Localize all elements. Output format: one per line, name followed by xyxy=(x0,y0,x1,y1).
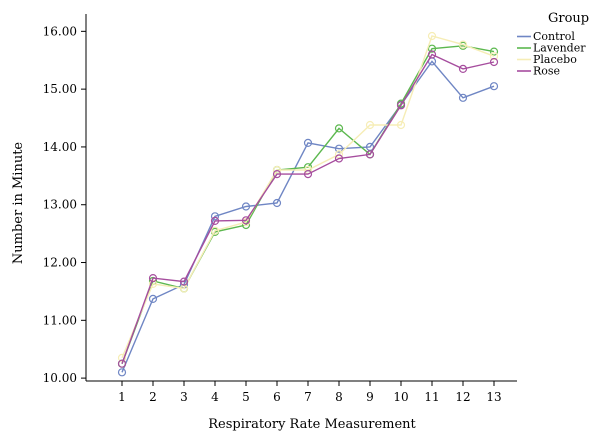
x-tick-label: 2 xyxy=(149,390,157,404)
y-tick-label: 14.00 xyxy=(43,140,77,154)
y-tick-label: 16.00 xyxy=(43,24,77,38)
data-point-lavender xyxy=(489,47,499,56)
data-point-control xyxy=(148,294,158,303)
data-point-placebo xyxy=(489,52,499,61)
legend-item-lavender: Lavender xyxy=(517,42,586,55)
legend-label-placebo: Placebo xyxy=(533,53,577,66)
data-point-control xyxy=(458,93,468,102)
data-point-placebo xyxy=(458,40,468,49)
y-tick-label: 15.00 xyxy=(43,82,77,96)
plot-area xyxy=(117,31,499,377)
y-tick-label: 13.00 xyxy=(43,198,77,212)
data-point-placebo xyxy=(117,353,127,362)
data-point-placebo xyxy=(365,120,375,130)
legend-label-control: Control xyxy=(533,30,575,43)
x-axis: 1 2 3 4 5 6 7 8 9 10 11 12 13 xyxy=(86,380,517,404)
x-tick-label: 11 xyxy=(424,390,439,404)
data-point-rose xyxy=(365,150,375,159)
x-tick-label: 12 xyxy=(455,390,470,404)
data-point-rose xyxy=(179,277,189,286)
x-tick-label: 10 xyxy=(393,390,408,404)
data-point-control xyxy=(334,144,344,153)
legend-title: Group xyxy=(548,11,589,26)
data-point-rose xyxy=(210,216,220,225)
x-tick-label: 8 xyxy=(335,390,343,404)
data-point-control xyxy=(210,212,220,221)
data-point-rose xyxy=(117,359,127,368)
series-placebo xyxy=(117,31,499,362)
x-tick-label: 6 xyxy=(273,390,281,404)
series-control xyxy=(117,57,499,377)
data-point-control xyxy=(303,138,313,147)
data-point-lavender xyxy=(334,124,344,133)
y-axis-title: Number in Minute xyxy=(11,142,26,265)
y-axis: 10.00 11.00 12.00 13.00 14.00 15.00 16.00 xyxy=(43,14,87,385)
legend-item-placebo: Placebo xyxy=(517,53,577,66)
series-line-rose xyxy=(121,53,495,364)
data-point-rose xyxy=(272,170,282,179)
x-tick-label: 1 xyxy=(118,390,126,404)
data-point-control xyxy=(241,202,251,211)
data-point-rose xyxy=(334,154,344,163)
data-point-placebo xyxy=(396,120,406,130)
x-tick-label: 7 xyxy=(304,390,312,404)
data-point-rose xyxy=(303,170,313,179)
x-tick-label: 3 xyxy=(180,390,188,404)
x-axis-title: Respiratory Rate Measurement xyxy=(208,417,416,431)
x-tick-label: 4 xyxy=(211,390,219,404)
legend-item-rose: Rose xyxy=(517,65,560,78)
y-tick-label: 10.00 xyxy=(43,371,77,385)
data-point-rose xyxy=(148,274,158,283)
series-line-control xyxy=(121,60,495,373)
data-point-placebo xyxy=(210,226,220,235)
data-point-placebo xyxy=(427,31,437,41)
data-point-rose xyxy=(427,50,437,59)
series-lavender xyxy=(117,41,499,368)
data-point-rose xyxy=(489,57,499,67)
y-tick-label: 11.00 xyxy=(43,313,77,327)
data-point-control xyxy=(489,82,499,91)
data-point-placebo xyxy=(148,279,158,288)
data-point-rose xyxy=(458,64,468,74)
y-tick-label: 12.00 xyxy=(43,256,77,270)
series-line-placebo xyxy=(121,35,495,359)
legend-label-lavender: Lavender xyxy=(533,42,586,55)
x-tick-label: 5 xyxy=(242,390,250,404)
legend-label-rose: Rose xyxy=(533,65,560,78)
x-tick-label: 13 xyxy=(486,390,501,404)
data-point-rose xyxy=(396,101,406,110)
x-tick-label: 9 xyxy=(366,390,374,404)
series-line-lavender xyxy=(121,45,495,364)
series-rose xyxy=(117,50,499,368)
data-point-control xyxy=(117,368,127,377)
data-point-rose xyxy=(241,216,251,225)
data-point-lavender xyxy=(427,44,437,53)
legend-item-control: Control xyxy=(517,30,575,43)
data-point-control xyxy=(272,198,282,208)
